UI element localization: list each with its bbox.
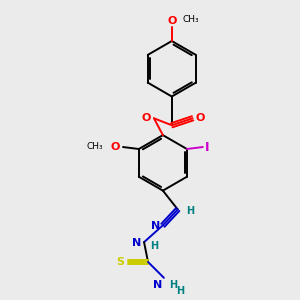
Text: N: N xyxy=(132,238,141,248)
Text: N: N xyxy=(153,280,162,290)
Text: O: O xyxy=(111,142,120,152)
Text: O: O xyxy=(167,16,176,26)
Text: O: O xyxy=(196,113,205,123)
Text: O: O xyxy=(142,113,151,123)
Text: H: H xyxy=(176,286,184,296)
Text: CH₃: CH₃ xyxy=(183,15,199,24)
Text: N: N xyxy=(151,221,160,231)
Text: H: H xyxy=(150,241,158,251)
Text: S: S xyxy=(116,257,124,267)
Text: I: I xyxy=(205,140,209,154)
Text: CH₃: CH₃ xyxy=(87,142,103,151)
Text: H: H xyxy=(186,206,194,216)
Text: H: H xyxy=(169,280,177,290)
